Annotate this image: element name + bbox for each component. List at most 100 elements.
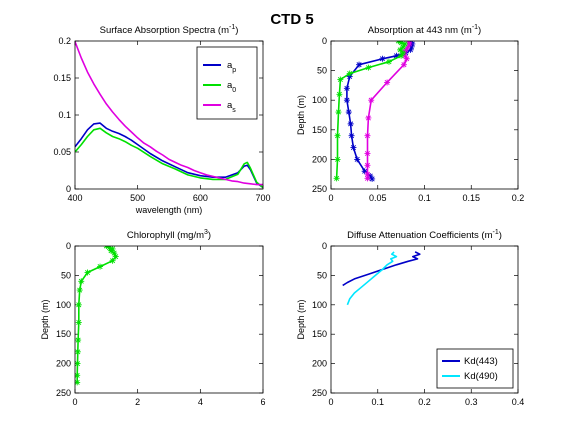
absorption-443-series-2-point: [400, 61, 407, 68]
absorption-443-series-1-point: [393, 52, 400, 59]
absorption-443-ytick-label: 0: [322, 36, 327, 46]
chlorophyll-series-1-point: [76, 287, 83, 294]
absorption-443-series-3-point: [334, 132, 341, 139]
absorption-443-ytick-label: 250: [312, 184, 327, 194]
surface-absorption-legend: ap a0 as: [196, 46, 258, 120]
absorption-443-ytick-label: 100: [312, 95, 327, 105]
absorption-443-series-3-point: [335, 109, 342, 116]
figure-title: CTD 5: [270, 11, 313, 28]
absorption-443-series-1-point: [408, 43, 415, 50]
absorption-443-xtick-label: 0.2: [512, 193, 525, 203]
diffuse-attenuation-panel: Diffuse Attenuation Coefficients (m-1) 0 0…: [296, 229, 524, 407]
absorption-443-series-3-point: [337, 76, 344, 83]
chlorophyll-series-1-point: [106, 246, 113, 251]
absorption-443-xtick-label: 0: [328, 193, 333, 203]
absorption-443-series-1-point: [367, 172, 374, 179]
absorption-443-series-3-point: [333, 175, 340, 182]
chlorophyll-xtick-label: 4: [198, 397, 203, 407]
diffuse-attenuation-xtick-label: 0.1: [371, 397, 384, 407]
absorption-443-xtick-label: 0.05: [369, 193, 387, 203]
chlorophyll-series-1-point: [97, 263, 104, 270]
chlorophyll-series-1-point: [75, 379, 81, 386]
absorption-443-series-2-point: [402, 46, 409, 53]
diffuse-attenuation-ylabel: Depth (m): [296, 299, 306, 339]
diffuse-attenuation-legend-label: Kd(490): [464, 371, 498, 382]
surface-absorption-legend-label: ap: [227, 60, 236, 74]
diffuse-attenuation-ytick-label: 250: [312, 388, 327, 398]
absorption-443-series-3-point: [399, 49, 406, 56]
chlorophyll-ytick-label: 200: [56, 359, 71, 369]
absorption-443-series-2-point: [364, 175, 371, 182]
chlorophyll-axes-frame: [74, 245, 264, 394]
absorption-443-series-3-point: [336, 91, 343, 98]
absorption-443-series-3-point: [401, 41, 408, 47]
surface-absorption-title: Surface Absorption Spectra (m-1): [100, 24, 239, 36]
absorption-443-series-2-point: [405, 41, 412, 46]
chlorophyll-series-1-point: [84, 269, 91, 276]
chlorophyll-title: Chlorophyll (mg/m3): [127, 229, 211, 241]
diffuse-attenuation-series-2-line: [346, 251, 398, 306]
absorption-443-panel: Absorption at 443 nm (m-1) 0 0.05 0.1 0.15 0.…: [296, 24, 524, 203]
absorption-443-series-2-point: [364, 171, 371, 178]
diffuse-attenuation-series-1-line: [342, 251, 421, 287]
chlorophyll-series-1-point: [108, 247, 115, 254]
absorption-443-series-3-point: [398, 52, 405, 59]
absorption-443-ytick-label: 50: [317, 66, 327, 76]
absorption-443-ytick-label: 200: [312, 154, 327, 164]
absorption-443-series-3-point: [398, 41, 405, 46]
chlorophyll-series-1-line: [76, 246, 117, 383]
surface-absorption-xlabel: wavelength (nm): [135, 205, 203, 215]
chlorophyll-series-1-point: [75, 301, 82, 308]
chlorophyll-xtick-label: 2: [135, 397, 140, 407]
absorption-443-series-1-point: [345, 109, 352, 116]
chlorophyll-series-1-point: [109, 257, 116, 264]
surface-absorption-axes-frame: [74, 40, 264, 190]
absorption-443-title: Absorption at 443 nm (m-1): [368, 24, 481, 36]
diffuse-attenuation-title: Diffuse Attenuation Coefficients (m-1): [347, 229, 502, 241]
diffuse-attenuation-ytick-label: 50: [317, 270, 327, 280]
surface-absorption-ytick-label: 0.1: [58, 110, 71, 120]
diffuse-attenuation-xtick-label: 0.4: [512, 397, 525, 407]
diffuse-attenuation-xtick-label: 0.2: [418, 397, 431, 407]
absorption-443-series-2-point: [384, 79, 391, 86]
absorption-443-series-1-point: [348, 132, 355, 139]
absorption-443-series-3-point: [397, 46, 404, 53]
surface-absorption-ytick-label: 0: [66, 184, 71, 194]
chlorophyll-panel: Chlorophyll (mg/m3) 0 2 4 6 0 50 100 150 200 250 De…: [40, 229, 266, 407]
surface-absorption-xtick-label: 700: [255, 193, 270, 203]
surface-absorption-xtick-label: 500: [130, 193, 145, 203]
diffuse-attenuation-axes-frame: [330, 245, 519, 394]
diffuse-attenuation-ytick-label: 0: [322, 241, 327, 251]
absorption-443-series-1-point: [343, 97, 350, 104]
absorption-443-ytick-label: 150: [312, 125, 327, 135]
chlorophyll-xtick-label: 6: [260, 397, 265, 407]
absorption-443-series-2-point: [403, 55, 410, 62]
chlorophyll-xtick-label: 0: [72, 397, 77, 407]
absorption-443-series-2-point: [365, 114, 372, 121]
surface-absorption-series-3-line: [75, 41, 263, 186]
diffuse-attenuation-legend-label: Kd(443): [464, 356, 498, 367]
absorption-443-series-3-point: [385, 58, 392, 65]
absorption-443-series-1-point: [356, 61, 363, 68]
absorption-443-series-2-point: [404, 43, 411, 50]
absorption-443-series-3-point: [346, 70, 353, 77]
chlorophyll-series-1-point: [78, 278, 85, 285]
diffuse-attenuation-xtick-label: 0.3: [465, 397, 478, 407]
chlorophyll-series-1-point: [75, 348, 81, 355]
surface-absorption-panel: Surface Absorption Spectra (m-1) 400 500 60…: [53, 24, 270, 215]
diffuse-attenuation-ytick-label: 200: [312, 359, 327, 369]
absorption-443-series-2-point: [364, 162, 371, 169]
absorption-443-series-2-point: [364, 132, 371, 139]
absorption-443-series-1-point: [361, 168, 368, 175]
surface-absorption-ytick-label: 0.2: [58, 36, 71, 46]
absorption-443-series-1-point: [369, 175, 376, 182]
surface-absorption-xtick-label: 600: [193, 193, 208, 203]
absorption-443-series-2-point: [364, 150, 371, 157]
diffuse-attenuation-ytick-label: 150: [312, 329, 327, 339]
absorption-443-ylabel: Depth (m): [296, 95, 306, 135]
absorption-443-xtick-label: 0.1: [418, 193, 431, 203]
diffuse-attenuation-legend: Kd(443) Kd(490): [436, 348, 514, 389]
absorption-443-series-2-point: [406, 41, 413, 47]
chlorophyll-series-1-point: [75, 337, 82, 344]
